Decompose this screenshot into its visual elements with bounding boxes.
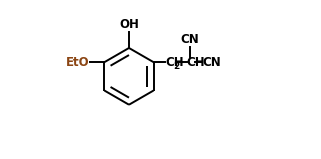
Text: 2: 2 [174, 62, 180, 71]
Text: EtO: EtO [66, 56, 90, 69]
Text: CH: CH [187, 56, 205, 69]
Text: CH: CH [165, 56, 184, 69]
Text: CN: CN [181, 33, 199, 46]
Text: CN: CN [202, 56, 221, 69]
Text: OH: OH [119, 18, 139, 31]
